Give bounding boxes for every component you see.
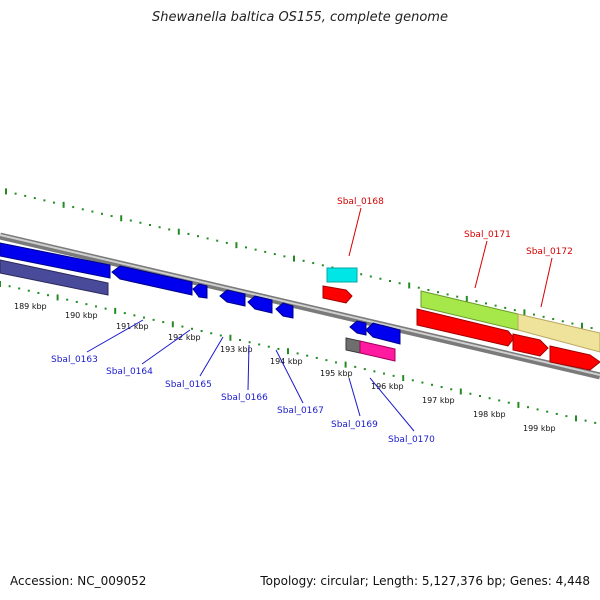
genome-summary-text: Topology: circular; Length: 5,127,376 bp… (260, 574, 590, 588)
gene-arrow-sbal-0168 (322, 285, 353, 304)
gene-callout-line (348, 377, 361, 417)
gene-callout-line (86, 319, 144, 353)
gene-label-sbal-0164: Sbal_0164 (106, 367, 153, 377)
scale-label: 198 kbp (473, 410, 506, 419)
gene-arrow-extra (512, 333, 549, 357)
feature-khaki (517, 313, 600, 353)
gene-arrow-reverse-1 (0, 242, 111, 279)
gene-label-sbal-0167: Sbal_0167 (277, 406, 324, 416)
gene-arrow-sbal-0163 (111, 265, 193, 296)
gene-arrow-sbal-0169 (349, 320, 367, 336)
gene-arrow-sbal-0165 (219, 289, 246, 307)
forward-features (322, 267, 600, 371)
feature-cyan (326, 267, 358, 283)
scale-label: 199 kbp (523, 424, 556, 433)
scale-label: 194 kbp (270, 357, 303, 366)
gene-label-sbal-0168: Sbal_0168 (337, 197, 384, 207)
scale-label: 192 kbp (168, 333, 201, 342)
inner-tick-row (0, 281, 597, 424)
gene-callout-line (199, 336, 224, 377)
gene-label-sbal-0169: Sbal_0169 (331, 420, 378, 430)
gene-label-sbal-0165: Sbal_0165 (165, 380, 212, 390)
feature-gray (345, 337, 361, 354)
feature-navy (0, 259, 109, 296)
gene-arrow-sbal-0167 (275, 302, 294, 319)
backbone-highlight (0, 234, 600, 376)
gene-arrow-sbal-0171 (416, 308, 515, 347)
accession-text: Accession: NC_009052 (10, 574, 147, 588)
feature-magenta (359, 340, 396, 362)
map-title: Shewanella baltica OS155, complete genom… (152, 10, 448, 25)
scale-label: 197 kbp (422, 396, 455, 405)
gene-callout-line (348, 207, 362, 257)
gene-arrow-sbal-0166 (247, 295, 273, 314)
gene-label-sbal-0170: Sbal_0170 (388, 435, 435, 445)
scale-label: 196 kbp (371, 382, 404, 391)
gene-callout-line (540, 257, 553, 308)
gene-callouts: Sbal_0168 Sbal_0171 Sbal_0172 Sbal_0163 Sbal… (51, 197, 573, 445)
gene-arrow-sbal-0164 (192, 283, 208, 299)
scale-label: 195 kbp (320, 369, 353, 378)
gene-arrow-sbal-0172 (549, 345, 600, 371)
gene-label-sbal-0163: Sbal_0163 (51, 355, 98, 365)
gene-callout-line (275, 349, 304, 404)
gene-label-sbal-0172: Sbal_0172 (526, 247, 573, 257)
gene-label-sbal-0171: Sbal_0171 (464, 230, 511, 240)
gene-label-sbal-0166: Sbal_0166 (221, 393, 268, 403)
scale-label: 193 kbp (220, 345, 253, 354)
gene-callout-line (247, 344, 250, 391)
gene-callout-line (141, 329, 191, 365)
gene-callout-line (369, 377, 415, 432)
reverse-features (0, 242, 401, 362)
gene-arrow-sbal-0170 (365, 322, 401, 345)
scale-label: 190 kbp (65, 311, 98, 320)
gene-callout-line (474, 240, 488, 289)
scale-label: 189 kbp (14, 302, 47, 311)
